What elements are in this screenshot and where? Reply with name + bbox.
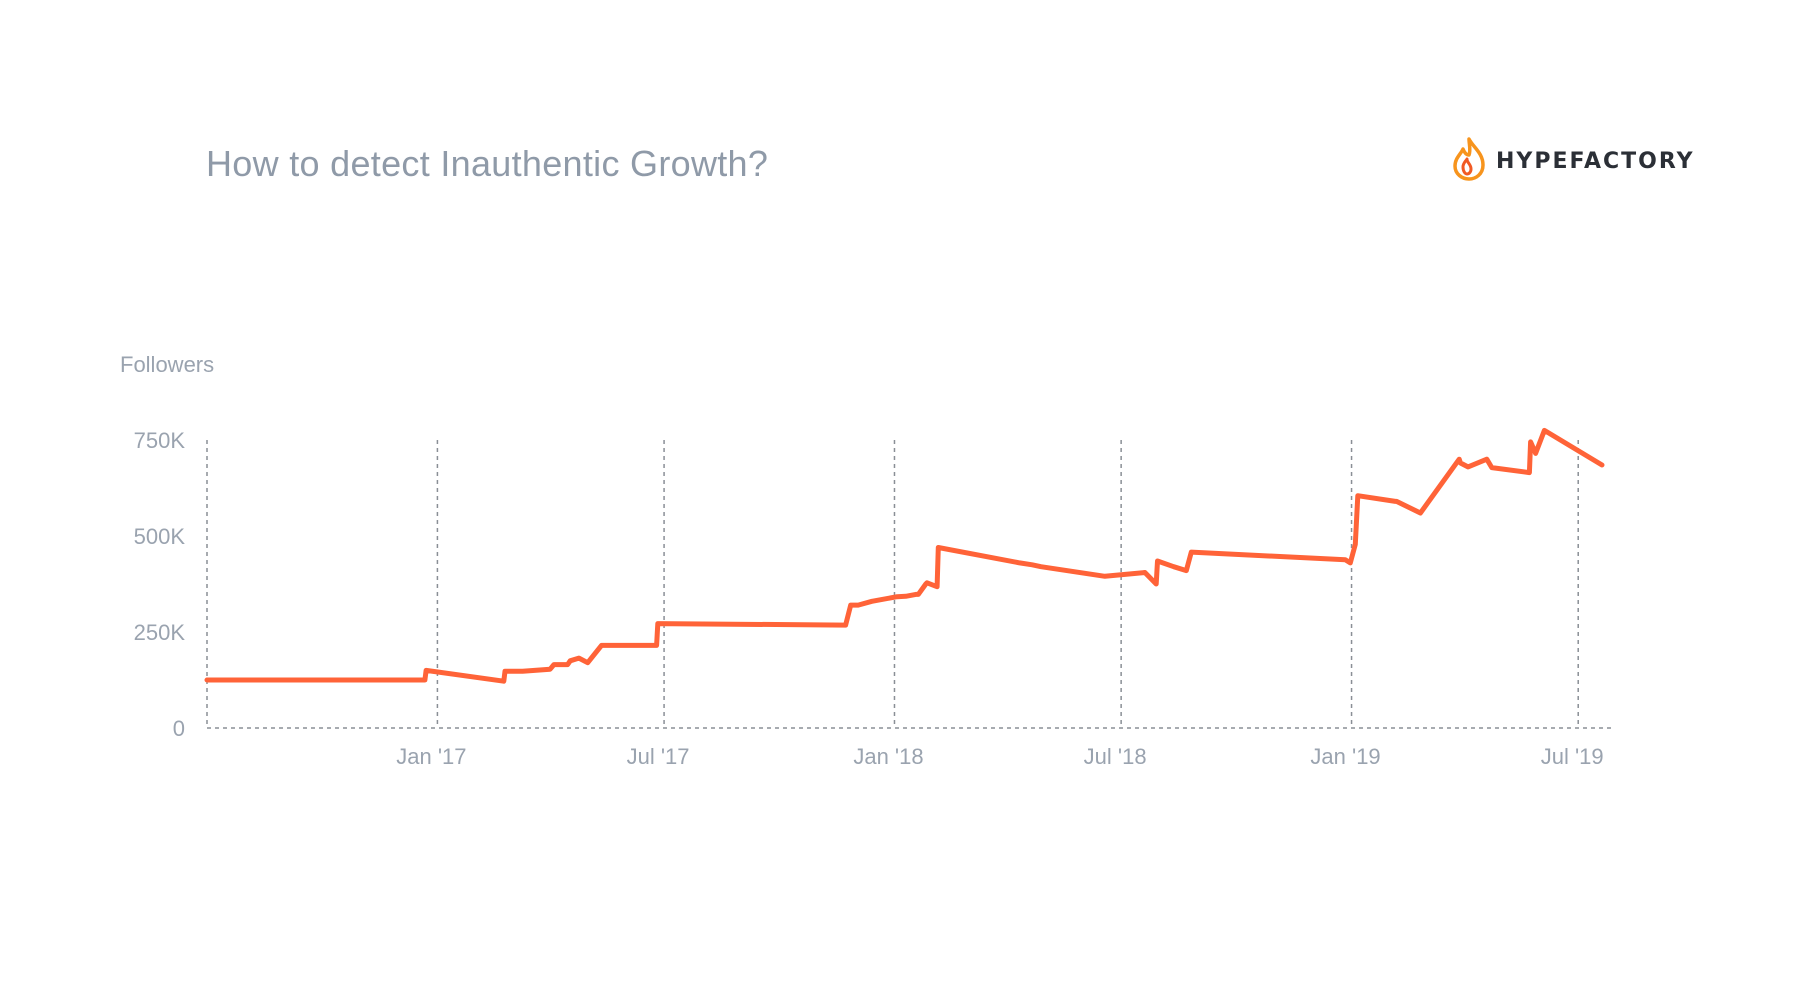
axes [206,440,1615,729]
x-tick-label: Jan '17 [396,744,466,769]
y-tick-labels: 0 250K 500K 750K [134,428,186,741]
y-tick-label: 750K [134,428,186,453]
series-lines [204,427,1605,684]
flame-icon [1452,137,1486,186]
y-tick-label: 250K [134,620,186,645]
x-tick-label: Jul '18 [1084,744,1147,769]
y-axis-title: Followers [120,352,215,377]
y-tick-label: 0 [173,716,185,741]
grid-lines [436,440,1579,728]
y-tick-label: 500K [134,524,186,549]
x-tick-label: Jul '19 [1541,744,1604,769]
brand-logo: HYPEFACTORY [1452,137,1695,186]
followers-line [204,427,1605,684]
x-tick-label: Jul '17 [627,744,690,769]
brand-name: HYPEFACTORY [1496,149,1695,174]
x-tick-labels: Jan '17 Jul '17 Jan '18 Jul '18 Jan '19 Jul '… [396,744,1603,769]
chart-title: How to detect Inauthentic Growth? [206,143,769,184]
x-tick-label: Jan '18 [853,744,923,769]
x-tick-label: Jan '19 [1310,744,1380,769]
